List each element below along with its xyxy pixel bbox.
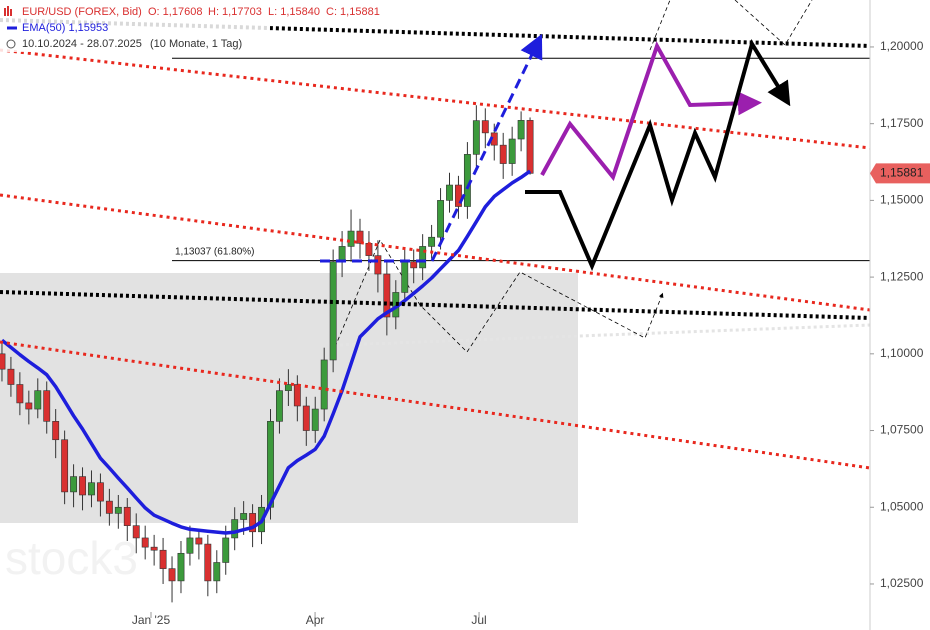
y-tick-label: 1,07500 — [880, 423, 924, 437]
candle-body — [419, 246, 427, 269]
candle-body — [240, 513, 248, 520]
candle-body — [222, 537, 230, 563]
legend-span: (10 Monate, 1 Tag) — [150, 38, 242, 50]
candle-body — [347, 230, 355, 247]
y-tick-label: 1,15000 — [880, 193, 924, 207]
candle-body — [186, 537, 194, 554]
candle-body — [16, 384, 24, 404]
x-tick-label: Apr — [306, 613, 325, 627]
candle-body — [401, 261, 409, 293]
candle-body — [356, 230, 364, 244]
candle-body — [79, 476, 86, 496]
y-tick-label: 1,05000 — [880, 499, 924, 513]
legend: EUR/USD (FOREX, Bid) O: 1,17608 H: 1,177… — [0, 4, 380, 52]
y-tick-label: 1,17500 — [880, 116, 924, 130]
legend-symbol: EUR/USD (FOREX, Bid) — [22, 6, 142, 18]
candle-body — [88, 482, 95, 496]
candle-body — [455, 184, 462, 207]
watermark: stock3 — [5, 532, 138, 584]
candle-body — [508, 138, 516, 164]
candle-body — [34, 390, 42, 410]
candle-body — [329, 261, 337, 361]
legend-bg — [0, 4, 270, 52]
marks-layer — [0, 105, 534, 603]
candle-body — [320, 359, 328, 410]
legend-range: 10.10.2024 - 28.07.2025 — [22, 38, 142, 50]
candle-body — [123, 506, 131, 526]
candle-body — [437, 200, 444, 238]
candle-body — [302, 405, 310, 431]
trend-line — [0, 290, 871, 320]
background-layer: stock3 — [0, 273, 578, 584]
last-price-tag — [870, 163, 930, 184]
candle-body — [446, 184, 453, 201]
candle-body — [43, 390, 51, 422]
trend-line — [339, 323, 871, 347]
candle-body — [499, 144, 507, 164]
candle-body — [70, 476, 78, 493]
candle-body — [150, 546, 158, 551]
candle-body — [428, 236, 436, 247]
scenario-path — [734, 0, 813, 46]
legend-ema: EMA(50) 1,15953 — [22, 22, 108, 34]
y-tick-label: 1,02500 — [880, 576, 924, 590]
candle-body — [284, 384, 292, 391]
clock-icon — [6, 39, 16, 49]
last-price-label: 1,15881 — [880, 166, 924, 180]
candle-body — [338, 246, 346, 263]
candle-body — [61, 439, 69, 493]
candle-body — [7, 368, 15, 385]
candle-body — [276, 390, 283, 422]
axis-layer: 1,02500 1,05000 1,07500 1,10000 1,12500 1,150… — [132, 39, 930, 627]
candle-body — [105, 500, 113, 514]
candle-body — [374, 255, 382, 275]
x-tick-label: Jan '25 — [132, 613, 171, 627]
legend-ohlc: L: 1,15840 — [268, 6, 320, 18]
scenario-path — [525, 39, 791, 272]
price-axis-panel — [870, 0, 930, 630]
candle-body — [249, 513, 257, 533]
y-tick-label: 1,20000 — [880, 39, 924, 53]
candle-body — [231, 519, 239, 539]
candle-body — [114, 506, 122, 514]
zone-box — [0, 273, 578, 523]
candle-body — [204, 543, 212, 582]
candle-body — [410, 261, 418, 269]
candle-body — [52, 421, 60, 441]
candle-body — [472, 120, 480, 155]
scenario-path — [540, 41, 762, 182]
candle-icon — [4, 6, 12, 16]
candle-body — [526, 120, 534, 174]
candle-body — [96, 482, 104, 502]
candle-body — [293, 384, 301, 407]
ema-line — [0, 169, 532, 535]
x-tick-label: Jul — [471, 613, 486, 627]
legend-ohlc: O: 1,17608 — [148, 6, 202, 18]
candle-body — [481, 120, 489, 134]
y-tick-label: 1,12500 — [880, 269, 924, 283]
scenario-path — [649, 0, 671, 51]
candle-body — [311, 408, 319, 431]
candle-body — [383, 273, 391, 318]
legend-ohlc: C: 1,15881 — [326, 6, 380, 18]
candle-body — [213, 562, 221, 582]
candle-body — [195, 537, 203, 545]
legend-ohlc: H: 1,17703 — [208, 6, 262, 18]
candle-body — [141, 537, 149, 548]
fib-label: 1,13037 (61.80%) — [175, 246, 255, 257]
candle-body — [267, 421, 274, 508]
projection-path — [320, 33, 543, 263]
y-tick-label: 1,10000 — [880, 346, 924, 360]
candle-body — [177, 552, 185, 582]
candle-body — [25, 402, 33, 410]
candle-body — [132, 525, 140, 539]
candle-body — [517, 120, 525, 140]
candle-body — [159, 549, 167, 569]
candle-body — [0, 353, 6, 370]
candle-body — [168, 568, 176, 582]
trend-line — [0, 48, 871, 150]
